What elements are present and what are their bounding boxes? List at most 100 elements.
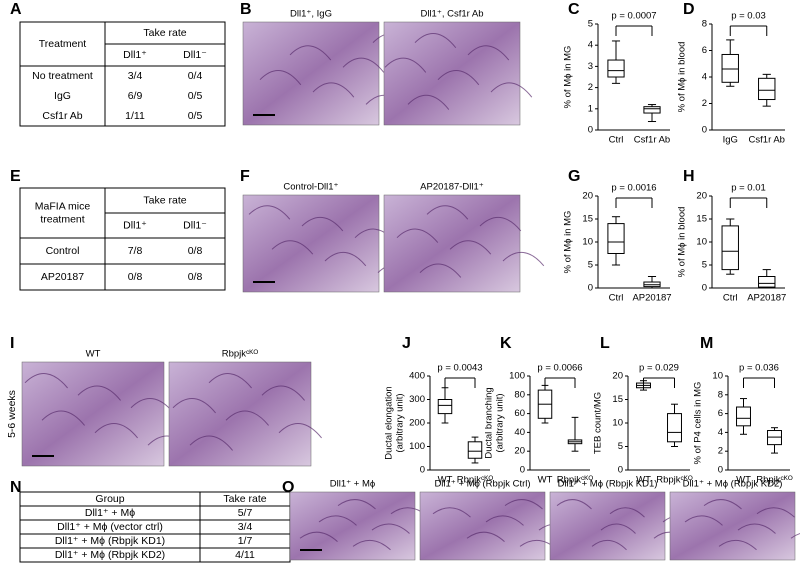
- x-tick-label: Ctrl: [609, 135, 624, 146]
- micrograph: [242, 21, 380, 126]
- table-subheader: Dll1⁻: [183, 219, 207, 231]
- image-caption: AP20187-Dll1⁺: [420, 182, 484, 193]
- box: [736, 406, 751, 427]
- table-cell: 1/11: [125, 110, 145, 122]
- x-tick-label: Rbpjkᶜᴷᴼ: [557, 475, 594, 486]
- x-tick-label: Csf1r Ab: [749, 135, 785, 146]
- panel-letter: D: [683, 1, 695, 18]
- table-header: treatment: [40, 213, 84, 225]
- panel-letter: M: [700, 335, 713, 352]
- table-cell: No treatment: [32, 70, 93, 82]
- table-subheader: Dll1⁻: [183, 49, 207, 61]
- y-tick-label: 400: [409, 371, 425, 382]
- y-tick-label: 2: [588, 82, 593, 93]
- micrograph: [383, 21, 521, 126]
- y-tick-label: 15: [696, 214, 707, 225]
- y-tick-label: 0: [588, 125, 593, 136]
- y-tick-label: 5: [588, 19, 593, 30]
- table-cell: 6/9: [128, 90, 143, 102]
- box: [643, 106, 661, 114]
- table-cell: IgG: [54, 90, 71, 102]
- table-header: Group: [95, 493, 124, 505]
- y-axis-label: % of Mϕ in blood: [677, 42, 688, 113]
- y-tick-label: 40: [514, 427, 525, 438]
- micrograph: [242, 194, 380, 293]
- duct: [172, 373, 322, 451]
- panel-letter: F: [240, 168, 250, 185]
- x-tick-label: Csf1r Ab: [634, 135, 670, 146]
- y-tick-label: 0: [588, 283, 593, 294]
- y-axis-label: (arbitrary unit): [395, 393, 406, 452]
- x-tick-label: AP20187: [747, 293, 786, 304]
- p-value: p = 0.0043: [437, 363, 482, 374]
- panel-letter: I: [10, 335, 14, 352]
- y-tick-label: 6: [702, 45, 707, 56]
- panel-letter: J: [402, 335, 411, 352]
- x-tick-label: Rbpjkᶜᴷᴼ: [756, 475, 793, 486]
- y-tick-label: 5: [618, 441, 623, 452]
- y-tick-label: 3: [588, 61, 593, 72]
- table-cell: Dll1⁺ + Mϕ (Rbpjk KD1): [55, 535, 165, 547]
- x-tick-label: Rbpjkᶜᴷᴼ: [457, 475, 494, 486]
- y-tick-label: 10: [712, 371, 723, 382]
- y-tick-label: 8: [702, 19, 707, 30]
- panel-letter: B: [240, 1, 252, 18]
- box: [607, 59, 625, 78]
- y-tick-label: 20: [612, 371, 623, 382]
- box: [721, 53, 739, 83]
- table-cell: 0/8: [188, 245, 203, 257]
- table-subheader: Dll1⁺: [123, 219, 147, 231]
- x-tick-label: Ctrl: [723, 293, 738, 304]
- y-tick-label: 15: [612, 394, 623, 405]
- y-tick-label: 0: [702, 125, 707, 136]
- box: [437, 399, 453, 415]
- y-tick-label: 4: [702, 72, 707, 83]
- micrograph: [669, 491, 796, 561]
- p-value: p = 0.0007: [611, 11, 656, 22]
- table-cell: 0/5: [188, 110, 203, 122]
- image-caption: Dll1⁺ + Mϕ: [330, 479, 375, 490]
- table-cell: Csf1r Ab: [42, 110, 82, 122]
- p-value: p = 0.0066: [537, 363, 582, 374]
- y-axis-label: % of Mϕ in MG: [563, 211, 574, 274]
- y-axis-label: % of P4 cells in MG: [693, 382, 704, 465]
- x-tick-label: Rbpjkᶜᴷᴼ: [656, 475, 693, 486]
- image-caption: Dll1⁺, Csf1r Ab: [420, 9, 483, 20]
- x-tick-label: WT: [736, 475, 751, 486]
- table-header: Take rate: [143, 27, 186, 39]
- y-tick-label: 80: [514, 389, 525, 400]
- x-tick-label: Ctrl: [609, 293, 624, 304]
- y-axis-label: % of Mϕ in blood: [677, 207, 688, 278]
- box: [667, 413, 682, 443]
- duct: [384, 33, 533, 110]
- p-value: p = 0.036: [739, 363, 779, 374]
- y-tick-label: 6: [718, 408, 723, 419]
- y-tick-label: 15: [582, 214, 593, 225]
- micrograph: [168, 361, 312, 467]
- y-tick-label: 0: [618, 465, 623, 476]
- y-tick-label: 10: [612, 418, 623, 429]
- y-tick-label: 60: [514, 408, 525, 419]
- table-cell: Control: [46, 245, 80, 257]
- table-cell: AP20187: [41, 271, 84, 283]
- table-cell: Dll1⁺ + Mϕ: [85, 507, 135, 519]
- y-tick-label: 4: [588, 40, 593, 51]
- y-axis-label: Ductal elongation: [384, 386, 395, 459]
- image-caption: Dll1⁺ + Mϕ (Rbpjk KD2): [683, 479, 783, 490]
- y-axis-label: (arbitrary unit): [495, 393, 506, 452]
- image-caption: Dll1⁺, IgG: [290, 9, 332, 20]
- y-tick-label: 10: [696, 237, 707, 248]
- p-value: p = 0.0016: [611, 183, 656, 194]
- panel-letter: C: [568, 1, 580, 18]
- table-cell: 5/7: [238, 507, 253, 519]
- y-tick-label: 200: [409, 418, 425, 429]
- y-tick-label: 0: [718, 465, 723, 476]
- table-header: Take rate: [143, 194, 186, 206]
- y-tick-label: 0: [702, 283, 707, 294]
- table-header: Take rate: [223, 493, 266, 505]
- box: [607, 223, 625, 255]
- box: [467, 441, 483, 459]
- table-cell: 0/8: [188, 271, 203, 283]
- image-caption: Control-Dll1⁺: [283, 182, 338, 193]
